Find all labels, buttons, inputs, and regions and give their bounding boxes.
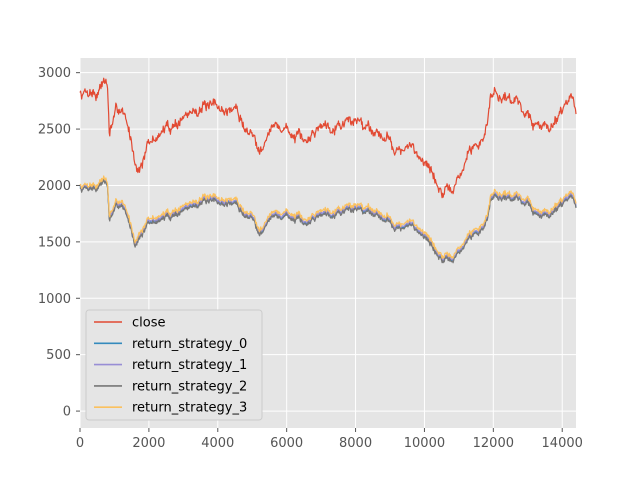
legend-label: return_strategy_3: [132, 401, 247, 416]
series-line-return-strategy-2: [79, 179, 577, 264]
x-tick-label: 12000: [473, 436, 514, 451]
y-tick-label: 1500: [38, 235, 71, 250]
series-line-close: [79, 77, 577, 199]
series-line-return-strategy-3: [79, 175, 577, 259]
x-tick-label: 14000: [542, 436, 583, 451]
x-tick-label: 8000: [339, 436, 372, 451]
x-tick-label: 0: [76, 436, 84, 451]
legend-label: return_strategy_1: [132, 358, 247, 373]
y-axis: 0 500 1000 1500 2000 2500 3000: [38, 66, 80, 420]
y-tick-label: 2500: [38, 123, 71, 138]
x-tick-label: 4000: [201, 436, 234, 451]
series-lines: [79, 77, 577, 264]
y-tick-label: 3000: [38, 66, 71, 81]
legend-label: return_strategy_0: [132, 337, 247, 352]
y-tick-label: 2000: [38, 179, 71, 194]
x-tick-label: 10000: [404, 436, 445, 451]
x-axis: 0 2000 4000 6000 8000 10000 12000 14000: [76, 428, 583, 451]
x-tick-label: 2000: [132, 436, 165, 451]
y-tick-label: 500: [46, 348, 71, 363]
y-tick-label: 0: [63, 405, 71, 420]
legend: close return_strategy_0 return_strategy_1r…: [85, 309, 263, 421]
legend-label: return_strategy_2: [132, 379, 247, 394]
x-tick-label: 6000: [270, 436, 303, 451]
legend-box: [85, 309, 263, 421]
legend-label: close: [132, 316, 165, 331]
y-tick-label: 1000: [38, 292, 71, 307]
